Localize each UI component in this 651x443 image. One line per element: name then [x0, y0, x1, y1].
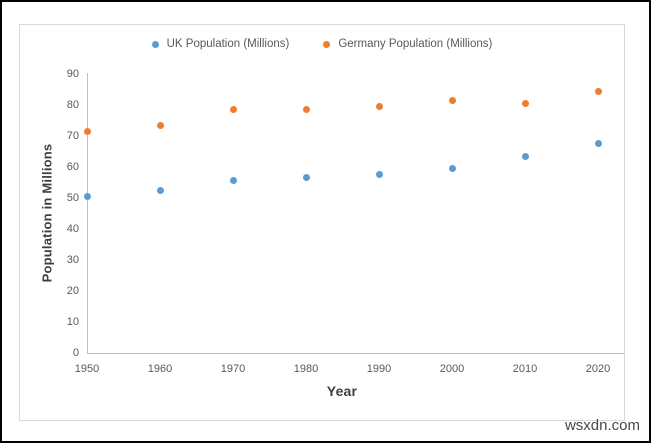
data-point[interactable]	[448, 165, 456, 173]
data-point[interactable]	[83, 192, 91, 200]
data-point[interactable]	[229, 106, 237, 114]
data-point[interactable]	[229, 177, 237, 185]
chart-area: UK Population (Millions) Germany Populati…	[19, 24, 625, 421]
y-tick-label: 60	[66, 160, 79, 173]
legend-item-0[interactable]: UK Population (Millions)	[151, 38, 290, 50]
x-tick-label: 1950	[74, 363, 100, 375]
legend-marker-icon	[151, 40, 159, 48]
data-point[interactable]	[375, 171, 383, 179]
legend-label: UK Population (Millions)	[166, 38, 290, 50]
x-axis-title: Year	[326, 383, 358, 399]
y-tick-label: 90	[66, 67, 79, 80]
x-tick-label: 2010	[512, 363, 538, 375]
y-axis-line	[87, 73, 88, 354]
x-tick-label: 2000	[439, 363, 465, 375]
data-point[interactable]	[83, 127, 91, 135]
data-point[interactable]	[156, 121, 164, 129]
y-tick-label: 70	[66, 129, 79, 142]
data-point[interactable]	[375, 103, 383, 111]
y-tick-label: 0	[72, 346, 79, 359]
legend: UK Population (Millions) Germany Populati…	[20, 38, 624, 50]
x-tick-label: 1970	[220, 363, 246, 375]
data-point[interactable]	[521, 99, 529, 107]
x-axis-line	[87, 353, 624, 354]
data-point[interactable]	[594, 87, 602, 95]
data-point[interactable]	[448, 96, 456, 104]
legend-label: Germany Population (Millions)	[338, 38, 493, 50]
y-tick-label: 80	[66, 98, 79, 111]
data-point[interactable]	[156, 186, 164, 194]
y-tick-label: 20	[66, 284, 79, 297]
y-tick-label: 30	[66, 253, 79, 266]
x-tick-label: 1990	[366, 363, 392, 375]
data-point[interactable]	[302, 106, 310, 114]
x-tick-label: 1960	[147, 363, 173, 375]
y-tick-label: 50	[66, 191, 79, 204]
watermark: wsxdn.com	[564, 417, 640, 434]
y-tick-label: 10	[66, 315, 79, 328]
legend-item-1[interactable]: Germany Population (Millions)	[323, 38, 492, 50]
data-point[interactable]	[594, 140, 602, 148]
data-point[interactable]	[521, 152, 529, 160]
legend-marker-icon	[323, 40, 331, 48]
x-tick-label: 2020	[585, 363, 611, 375]
y-axis-title: Population in Millions	[39, 143, 55, 283]
x-tick-label: 1980	[293, 363, 319, 375]
data-point[interactable]	[302, 174, 310, 182]
y-tick-label: 40	[66, 222, 79, 235]
